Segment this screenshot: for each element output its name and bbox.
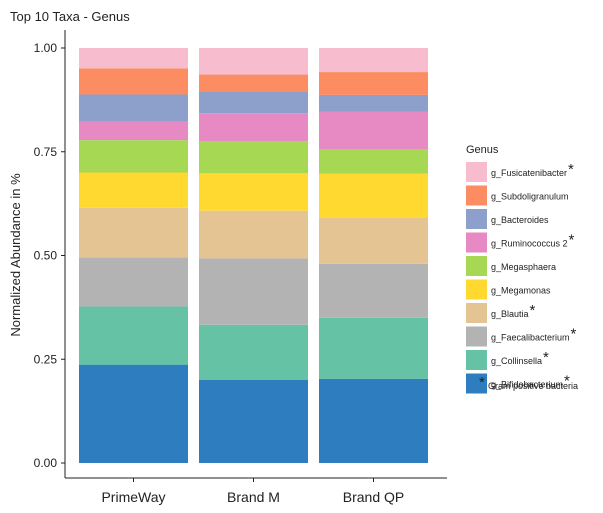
bar-segment-1-8: [199, 74, 308, 92]
legend-swatch-3: [466, 232, 487, 253]
legend-label-4: g_Megasphaera: [491, 262, 556, 272]
bar-segment-0-2: [79, 257, 188, 307]
bar-segment-0-7: [79, 94, 188, 122]
y-tick-label-4: 1.00: [34, 41, 58, 55]
legend-title: Genus: [466, 144, 499, 156]
legend-label-9: g_Bifidobacterium: [491, 380, 563, 390]
bar-segment-2-1: [319, 317, 428, 379]
y-tick-label-1: 0.25: [34, 352, 58, 366]
bar-segment-1-3: [199, 210, 308, 259]
bar-segment-0-5: [79, 140, 188, 173]
legend-swatch-0: [466, 162, 487, 182]
x-tick-label-1: Brand M: [227, 489, 280, 505]
legend-swatch-5: [466, 279, 487, 300]
bar-segment-1-5: [199, 141, 308, 174]
legend-label-8: g_Collinsella: [491, 356, 542, 366]
bar-segment-2-6: [319, 111, 428, 150]
bar-segment-1-2: [199, 258, 308, 325]
legend-swatch-2: [466, 209, 487, 229]
bar-segment-2-0: [319, 378, 428, 463]
legend-label-1: g_Subdoligranulum: [491, 192, 569, 202]
bar-segment-1-6: [199, 113, 308, 142]
legend-star-8: *: [543, 349, 549, 366]
legend-label-3: g_Ruminococcus 2: [491, 239, 568, 249]
y-tick-label-2: 0.50: [34, 249, 58, 263]
legend-label-6: g_Blautia: [491, 309, 529, 319]
legend-swatch-6: [466, 303, 487, 323]
y-tick-label-3: 0.75: [34, 145, 58, 159]
y-axis-label: Normalized Abundance in %: [8, 173, 23, 337]
bar-segment-0-1: [79, 306, 188, 365]
bar-segment-2-3: [319, 217, 428, 264]
bar-segment-0-8: [79, 68, 188, 95]
legend-swatch-9: [466, 373, 487, 394]
legend-star-9: *: [564, 373, 570, 390]
bar-segment-2-7: [319, 94, 428, 112]
bar-segment-2-8: [319, 72, 428, 95]
x-tick-label-2: Brand QP: [343, 489, 404, 505]
bar-segment-0-0: [79, 364, 188, 463]
legend-swatch-8: [466, 350, 487, 370]
legend-star-0: *: [568, 161, 574, 178]
plot-area: [79, 48, 428, 463]
footnote: * Gram positive bacteria: [479, 374, 578, 391]
axes: 0.00 0.25 0.50 0.75 1.00 PrimeWay Brand M Brand…: [34, 41, 405, 505]
legend: Genus g_Fusicatenibacter *g_Subdoligranul…: [466, 144, 577, 394]
bar-segment-2-4: [319, 173, 428, 218]
bar-segment-1-9: [199, 48, 308, 75]
bar-segment-0-3: [79, 207, 188, 258]
legend-label-2: g_Bacteroides: [491, 215, 549, 225]
legend-label-5: g_Megamonas: [491, 286, 551, 296]
chart-title: Top 10 Taxa - Genus: [10, 9, 130, 24]
legend-swatch-7: [466, 326, 487, 347]
bar-segment-0-9: [79, 48, 188, 69]
footnote-text: Gram positive bacteria: [488, 381, 578, 391]
bar-segment-2-9: [319, 48, 428, 73]
bar-segment-1-4: [199, 173, 308, 211]
y-tick-label-0: 0.00: [34, 456, 58, 470]
legend-star-6: *: [530, 302, 536, 319]
legend-label-7: g_Faecalibacterium: [491, 333, 570, 343]
bar-segment-1-0: [199, 380, 308, 463]
bar-segment-0-4: [79, 172, 188, 208]
legend-label-0: g_Fusicatenibacter: [491, 168, 567, 178]
bar-segment-2-2: [319, 263, 428, 318]
legend-star-3: *: [569, 232, 575, 249]
footnote-marker: *: [479, 374, 485, 391]
bar-segment-1-7: [199, 91, 308, 114]
legend-swatch-4: [466, 256, 487, 276]
legend-star-7: *: [571, 326, 577, 343]
legend-swatch-1: [466, 185, 487, 206]
x-tick-label-0: PrimeWay: [101, 489, 165, 505]
bar-segment-1-1: [199, 324, 308, 380]
bar-segment-2-5: [319, 149, 428, 174]
bar-segment-0-6: [79, 121, 188, 141]
